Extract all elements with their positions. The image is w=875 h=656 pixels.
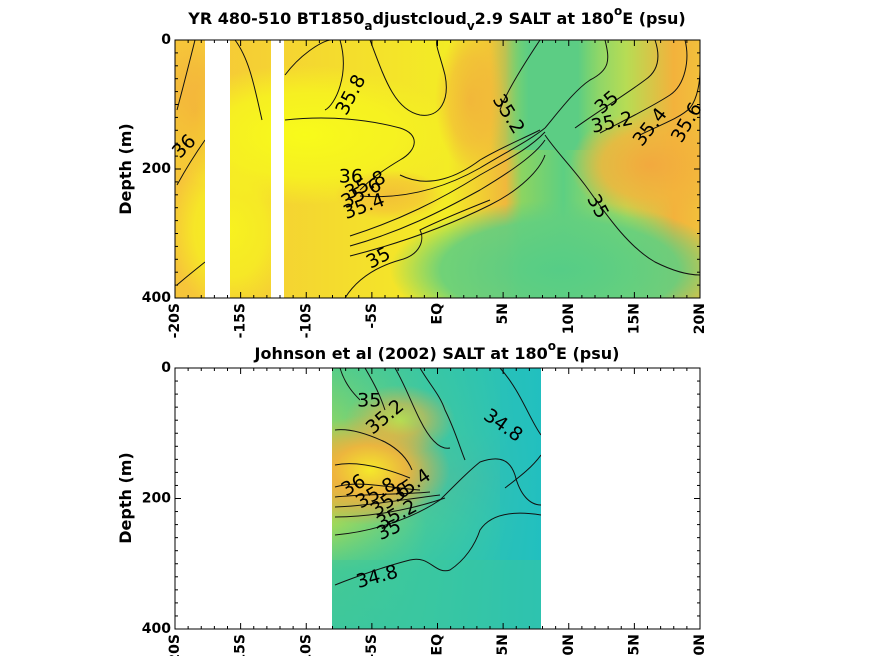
bottom-contour-line [334,429,413,471]
top-orange-front [335,170,445,220]
top-contour-line [176,139,206,186]
top-contour-line [399,129,541,182]
x-tick-label: 15N [626,303,642,334]
x-tick-label: 15N [626,634,642,656]
x-tick-label: -10S [298,303,314,338]
y-tick-label: 0 [161,32,171,48]
top-heatmap [175,40,700,298]
top-missing-strip-3 [206,168,226,298]
bottom-panel-title: Johnson et al (2002) SALT at 180oE (psu) [254,339,620,363]
x-tick-label: EQ [430,303,446,325]
bottom-hot-surface [345,385,455,455]
bottom-contour-line [504,454,541,489]
x-tick-label: 5N [495,303,511,324]
top-contour-line [284,40,331,76]
title-part: Johnson et al (2002) SALT at 180 [254,344,548,363]
x-tick-label: -15S [233,303,249,338]
bottom-contour-line [334,458,541,536]
top-contour-line [349,154,546,257]
top-contour-line [176,40,196,111]
bottom-panel: Johnson et al (2002) SALT at 180oE (psu) [116,339,708,656]
bottom-contour-line [334,494,441,508]
title-part: E (psu) [556,344,620,363]
bottom-contour-line [334,497,446,518]
top-orange-mid [435,40,505,170]
top-contour-line [359,127,546,198]
y-tick-label: 200 [142,491,171,507]
bottom-contour-line [334,483,421,491]
title-part: o [614,4,622,18]
y-tick-label: 400 [142,290,171,306]
top-green-band [490,40,600,150]
contour-label: 35 [357,390,381,412]
bottom-east-cyan [500,368,541,629]
top-y-axis: 0 200 400 [142,32,700,306]
y-tick-label: 400 [142,621,171,637]
top-panel: YR 480-510 BT1850adjustcloudv2.9 SALT at… [116,4,708,338]
bottom-y-axis-label: Depth (m) [116,452,135,544]
x-tick-label: EQ [430,634,446,656]
contour-label: 36 [339,166,363,188]
x-tick-label: -10S [298,634,314,656]
title-part: v [467,19,475,33]
bottom-contour-line [339,368,361,401]
top-contour-line [176,261,206,286]
top-y-axis-label: Depth (m) [116,123,135,215]
top-green-deep [390,200,700,298]
bottom-contour-line [334,491,431,498]
bottom-contour-line [499,368,541,436]
x-tick-label: -5S [364,303,380,329]
top-contour-line [344,199,491,298]
title-part: a [364,19,372,33]
top-contour-line [234,40,263,121]
top-yellow-deep [175,150,290,298]
x-tick-label: 10N [561,303,577,334]
title-part: o [548,339,556,353]
title-part: E (psu) [622,9,686,28]
y-tick-label: 0 [161,360,171,376]
bottom-contours [334,368,541,586]
top-contour-line [574,40,659,129]
top-missing-strip-2 [271,40,284,298]
bottom-heatmap [332,368,541,629]
title-part: 2.9 SALT at 180 [475,9,614,28]
top-contour-line [599,40,688,134]
top-contours [176,40,700,298]
top-contour-line [349,131,546,237]
top-contour-line [349,139,546,247]
bottom-deep-teal [332,560,541,629]
x-tick-label: -20S [167,634,183,656]
bottom-y-axis: 0 200 400 [142,360,700,637]
x-tick-label: 20N [692,303,708,334]
top-x-axis: -20S -15S -10S -5S EQ 5N 10N 15N 20N [167,40,708,338]
title-part: YR 480-510 BT1850 [187,9,364,28]
top-contour-line [369,40,447,116]
top-panel-title: YR 480-510 BT1850adjustcloudv2.9 SALT at… [187,4,685,33]
x-tick-label: 5N [495,634,511,655]
top-contour-line [544,134,700,276]
y-tick-label: 200 [142,161,171,177]
top-contour-line [284,117,415,191]
x-tick-label: 20N [692,634,708,656]
top-orange-right [570,110,700,220]
top-contour-line [544,40,609,129]
bottom-contour-line [419,368,466,461]
bottom-contour-line [334,512,541,586]
top-contour-line [499,40,541,111]
bottom-contour-line [334,463,411,479]
x-tick-label: 10N [561,634,577,656]
x-tick-label: -15S [233,634,249,656]
x-tick-label: -5S [364,634,380,656]
bottom-contour-line [394,368,451,449]
top-contour-line [639,69,700,136]
bottom-x-axis: -20S -15S -10S -5S EQ 5N 10N 15N 20N [167,368,708,656]
bottom-contour-line [364,368,386,411]
x-tick-label: -20S [167,303,183,338]
top-contour-line [324,40,344,111]
title-part: djustcloud [373,9,467,28]
